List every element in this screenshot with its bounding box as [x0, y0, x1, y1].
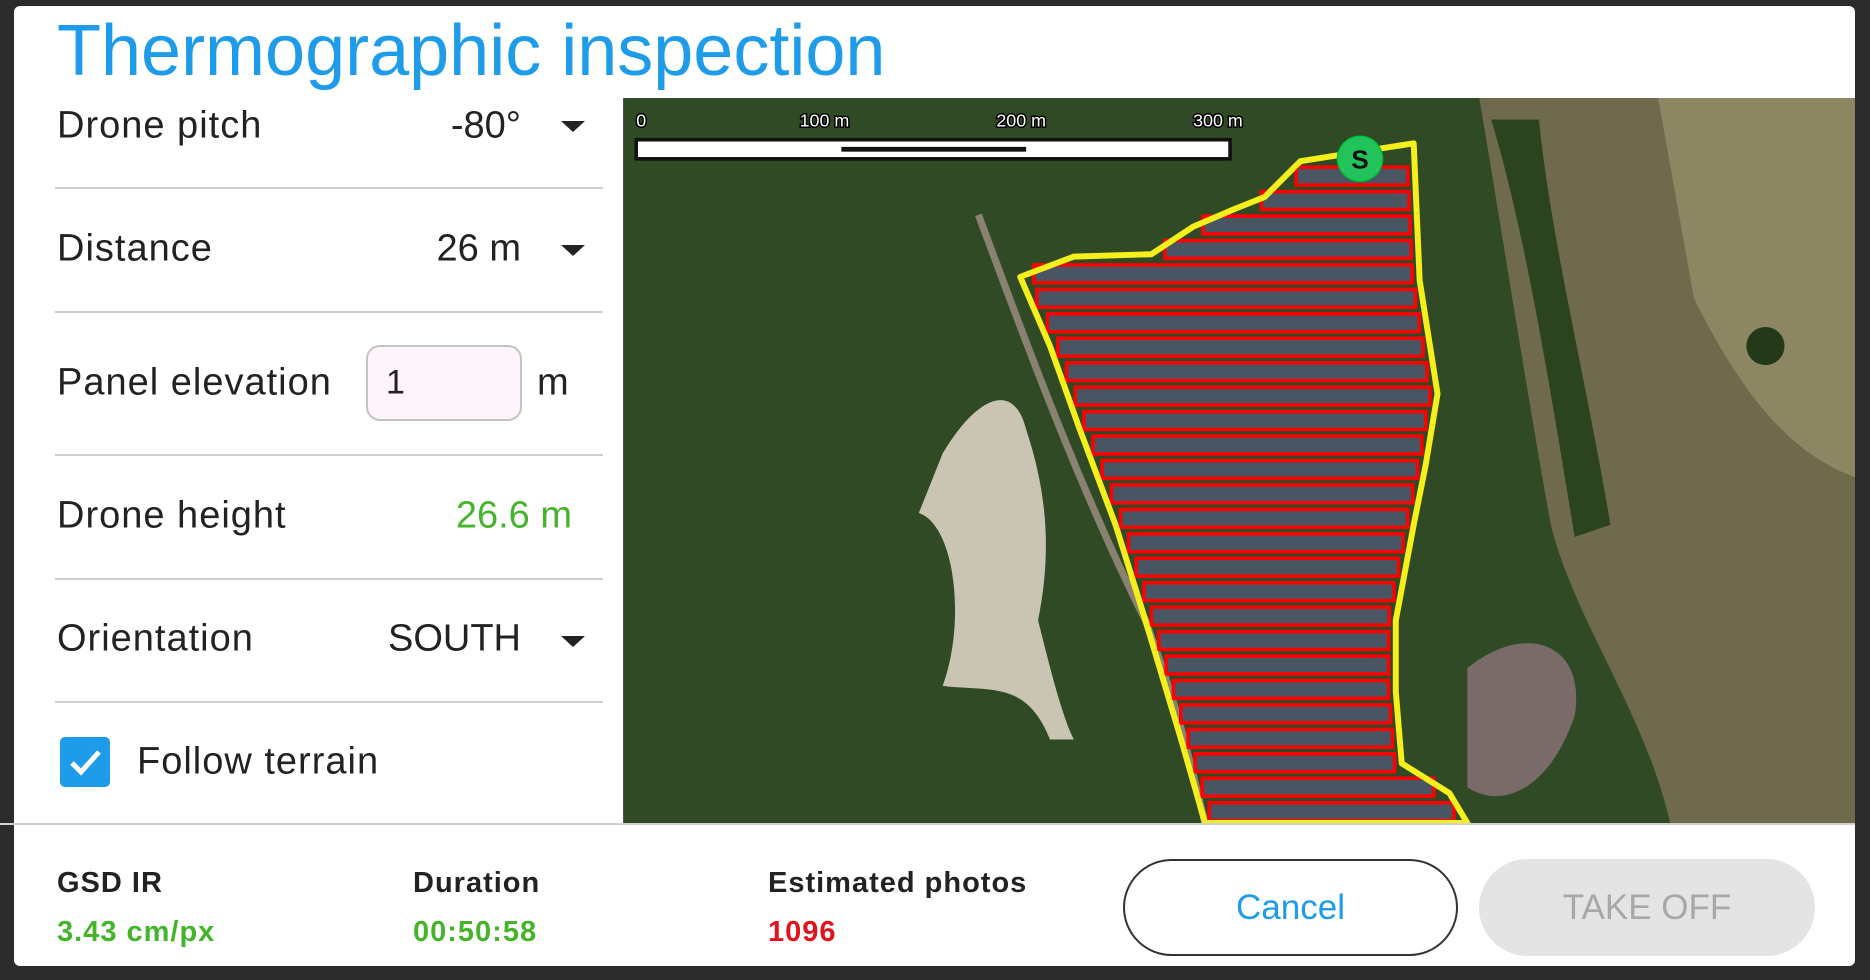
panel-row: [1093, 436, 1422, 454]
panel-row: [1180, 704, 1391, 723]
panel-row: [1151, 607, 1390, 626]
setting-label: Orientation: [57, 617, 254, 660]
checkbox[interactable]: [60, 737, 110, 787]
take-off-button[interactable]: TAKE OFF: [1479, 859, 1815, 956]
dropdown-arrow[interactable]: [561, 636, 585, 647]
flight-row: [1118, 507, 1410, 530]
flight-row: [1109, 483, 1415, 505]
flight-row: [1064, 360, 1429, 383]
flight-row: [1073, 385, 1432, 407]
panel-row: [1195, 753, 1395, 772]
flight-row: [1100, 458, 1420, 481]
divider: [55, 454, 603, 456]
panel-row: [1120, 509, 1408, 528]
unit-label: m: [537, 361, 570, 404]
dropdown-value[interactable]: SOUTH: [388, 617, 521, 660]
setting-label: Drone pitch: [57, 104, 263, 147]
panel-row: [1203, 216, 1411, 234]
panel-row: [1047, 313, 1420, 332]
panel-row: [1066, 362, 1427, 381]
panel-row: [1083, 411, 1426, 430]
flight-row: [1163, 238, 1413, 261]
panel-row: [1261, 191, 1410, 210]
setting-label: Drone height: [57, 494, 287, 537]
panel-row: [1173, 680, 1389, 699]
flight-row: [1171, 678, 1391, 701]
panel-row: [1209, 802, 1454, 821]
scale-label: 200 m: [996, 111, 1046, 131]
panel-row: [1075, 387, 1430, 406]
dropdown-value[interactable]: 26 m: [436, 227, 521, 270]
panel-row: [1057, 338, 1424, 357]
map[interactable]: 0 100 m 200 m 300 m S: [623, 98, 1855, 823]
panel-row: [1188, 729, 1393, 748]
flight-row: [1149, 605, 1392, 627]
panel-row: [1033, 264, 1413, 283]
panel-row: [1136, 558, 1399, 577]
setting-label: Panel elevation: [57, 361, 332, 404]
start-marker[interactable]: [1336, 135, 1384, 183]
checkmark-path: [70, 750, 101, 776]
panel-row: [1158, 631, 1389, 650]
start-marker-label: S: [1351, 144, 1369, 174]
divider: [55, 187, 603, 189]
flight-row: [1045, 312, 1422, 334]
scale-label: 100 m: [800, 111, 850, 131]
stat-label: Estimated photos: [768, 867, 1028, 899]
dropdown-arrow[interactable]: [561, 245, 585, 256]
flight-row: [1035, 287, 1418, 310]
flight-row: [1186, 727, 1395, 750]
flight-rows: [1031, 165, 1456, 823]
flight-row: [1091, 434, 1424, 456]
divider: [55, 578, 603, 580]
panel-row: [1102, 460, 1418, 479]
stat-value: 3.43 cm/px: [57, 916, 216, 948]
computed-value: 26.6 m: [455, 494, 572, 537]
tree: [1746, 326, 1785, 366]
panel-row: [1128, 533, 1404, 552]
dropdown-value[interactable]: -80°: [450, 104, 521, 147]
flight-row: [1193, 752, 1397, 774]
panel-row: [1164, 240, 1412, 259]
flight-row: [1056, 336, 1425, 358]
scale-bar-segment: [841, 146, 1027, 152]
flight-row: [1134, 556, 1401, 578]
panel-row: [1111, 484, 1413, 503]
field-area: [1658, 98, 1855, 478]
divider: [0, 823, 1855, 825]
flight-row: [1164, 654, 1391, 676]
flight-row: [1142, 580, 1396, 603]
setting-label: Distance: [57, 227, 213, 270]
panel-row: [1036, 289, 1416, 308]
scale-label: 300 m: [1193, 111, 1243, 131]
divider: [55, 311, 603, 313]
stat-label: GSD IR: [57, 867, 163, 899]
tree-line: [1491, 119, 1611, 537]
dialog-title: Thermographic inspection: [57, 11, 886, 91]
panel-row: [1166, 656, 1389, 674]
checkmark: [70, 750, 101, 776]
input-value: 1: [386, 363, 405, 402]
divider: [55, 701, 603, 703]
panel-row: [1202, 778, 1434, 797]
flight-row: [1200, 776, 1436, 798]
flight-row: [1179, 703, 1393, 725]
stat-value: 1096: [768, 916, 837, 948]
text-input[interactable]: 1: [366, 345, 522, 421]
flight-row: [1126, 532, 1405, 554]
quarry: [918, 400, 1074, 740]
panel-row: [1143, 582, 1394, 601]
cancel-button[interactable]: Cancel: [1123, 859, 1458, 956]
flight-row: [1157, 629, 1391, 652]
dropdown-arrow[interactable]: [561, 121, 585, 132]
checkbox-label: Follow terrain: [137, 740, 380, 783]
site-boundary: [1017, 140, 1471, 823]
flight-row: [1082, 409, 1428, 432]
stat-label: Duration: [413, 867, 541, 899]
clearing: [1467, 643, 1577, 797]
scale-label: 0: [636, 111, 646, 131]
stat-value: 00:50:58: [413, 916, 538, 948]
